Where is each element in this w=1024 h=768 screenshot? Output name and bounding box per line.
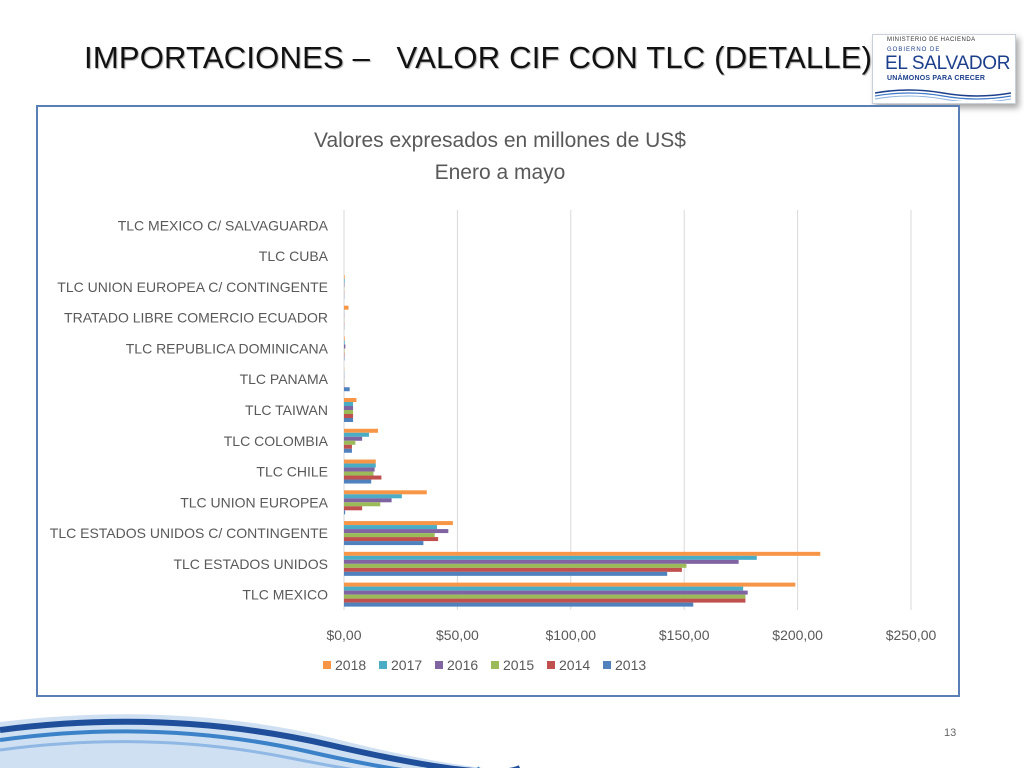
logo-ministry-text: MINISTERIO DE HACIENDA — [887, 37, 976, 43]
government-logo: MINISTERIO DE HACIENDA GOBIERNO DE EL SA… — [872, 34, 1016, 104]
legend-label: 2016 — [447, 657, 478, 673]
bar — [344, 344, 346, 349]
bar — [344, 567, 682, 572]
x-tick-label: $50,00 — [436, 627, 479, 643]
bar — [344, 502, 381, 507]
bar-chart: Valores expresados en millones de US$ En… — [50, 129, 937, 673]
category-label: TLC ESTADOS UNIDOS C/ CONTINGENTE — [50, 525, 328, 541]
bar — [344, 402, 354, 406]
logo-government-text: GOBIERNO DE — [887, 47, 941, 53]
bar — [344, 506, 363, 511]
x-tick-label: $0,00 — [326, 627, 361, 643]
bar — [344, 559, 739, 564]
bar — [344, 563, 687, 568]
legend-label: 2017 — [391, 657, 422, 673]
bar — [344, 444, 352, 449]
category-label: TLC UNION EUROPEA C/ CONTINGENTE — [57, 279, 328, 295]
bar — [344, 555, 757, 560]
bar — [344, 398, 357, 402]
x-tick-label: $150,00 — [659, 627, 710, 643]
logo-wave-icon — [875, 89, 1011, 101]
bar — [344, 274, 345, 279]
bar — [344, 479, 372, 484]
bar — [344, 521, 453, 526]
bar — [344, 340, 345, 345]
bar — [344, 467, 375, 472]
category-labels: TLC MEXICO C/ SALVAGUARDA TLC CUBA TLC UNI… — [50, 217, 329, 602]
bar — [344, 387, 350, 392]
bar — [344, 494, 402, 499]
legend-label: 2014 — [559, 657, 590, 673]
legend-swatch — [379, 661, 387, 669]
category-label: TLC CUBA — [259, 248, 329, 264]
legend-label: 2015 — [503, 657, 534, 673]
category-label: TRATADO LIBRE COMERCIO ECUADOR — [64, 310, 328, 326]
category-label: TLC PANAMA — [240, 371, 329, 387]
bar — [344, 541, 424, 546]
bar — [344, 498, 392, 503]
slide-title: IMPORTACIONES – VALOR CIF CON TLC (DETAL… — [84, 40, 873, 75]
bar — [344, 533, 435, 538]
category-label: TLC MEXICO C/ SALVAGUARDA — [118, 217, 329, 233]
chart-bars — [344, 274, 821, 607]
bar — [344, 598, 746, 603]
bar — [344, 582, 796, 587]
bar — [344, 428, 379, 433]
bar — [344, 602, 694, 607]
bar — [344, 305, 349, 310]
bar — [344, 406, 354, 410]
legend-swatch — [491, 661, 499, 669]
bar — [344, 278, 345, 283]
bar — [344, 436, 363, 441]
bar — [344, 440, 356, 445]
chart-subtitle: Enero a mayo — [435, 161, 566, 184]
category-label: TLC CHILE — [256, 464, 328, 480]
bar — [344, 590, 748, 595]
x-tick-label: $250,00 — [886, 627, 937, 643]
bar — [344, 529, 449, 534]
bar — [344, 432, 369, 437]
legend-swatch — [547, 661, 555, 669]
decorative-waves — [0, 714, 560, 768]
bar — [344, 414, 354, 418]
bar — [344, 410, 354, 414]
category-label: TLC COLOMBIA — [224, 433, 329, 449]
category-label: TLC REPUBLICA DOMINICANA — [126, 340, 329, 356]
legend-label: 2018 — [335, 657, 366, 673]
x-tick-label: $200,00 — [772, 627, 823, 643]
bar — [344, 594, 746, 599]
bar — [344, 463, 376, 468]
chart-legend: 2018 2017 2016 2015 2014 2013 — [323, 657, 646, 673]
chart-title: Valores expresados en millones de US$ — [314, 129, 686, 152]
x-tick-label: $100,00 — [545, 627, 596, 643]
bar — [344, 586, 744, 591]
bar — [344, 551, 821, 556]
legend-swatch — [603, 661, 611, 669]
bar — [344, 490, 427, 495]
bar — [344, 459, 376, 464]
category-label: TLC UNION EUROPEA — [180, 494, 328, 510]
x-axis-tick-labels: $0,00 $50,00 $100,00 $150,00 $200,00 $250,00 — [326, 627, 936, 643]
bar — [344, 510, 346, 515]
bar — [344, 471, 374, 476]
category-label: TLC TAIWAN — [245, 402, 328, 418]
bar — [344, 571, 668, 576]
bar — [344, 537, 439, 542]
bar — [344, 418, 354, 422]
chart-frame: Valores expresados en millones de US$ En… — [36, 105, 960, 697]
logo-motto-text: UNÁMONOS PARA CRECER — [887, 75, 986, 82]
bar — [344, 475, 382, 480]
category-label: TLC ESTADOS UNIDOS — [173, 556, 328, 572]
bar — [344, 448, 352, 453]
chart-gridlines — [343, 210, 912, 610]
logo-country-text: EL SALVADOR — [885, 53, 1011, 74]
legend-swatch — [323, 661, 331, 669]
legend-label: 2013 — [615, 657, 646, 673]
legend-swatch — [435, 661, 443, 669]
bar — [344, 525, 437, 530]
bar — [344, 336, 345, 341]
page-number: 13 — [944, 727, 957, 739]
category-label: TLC MEXICO — [242, 587, 328, 603]
